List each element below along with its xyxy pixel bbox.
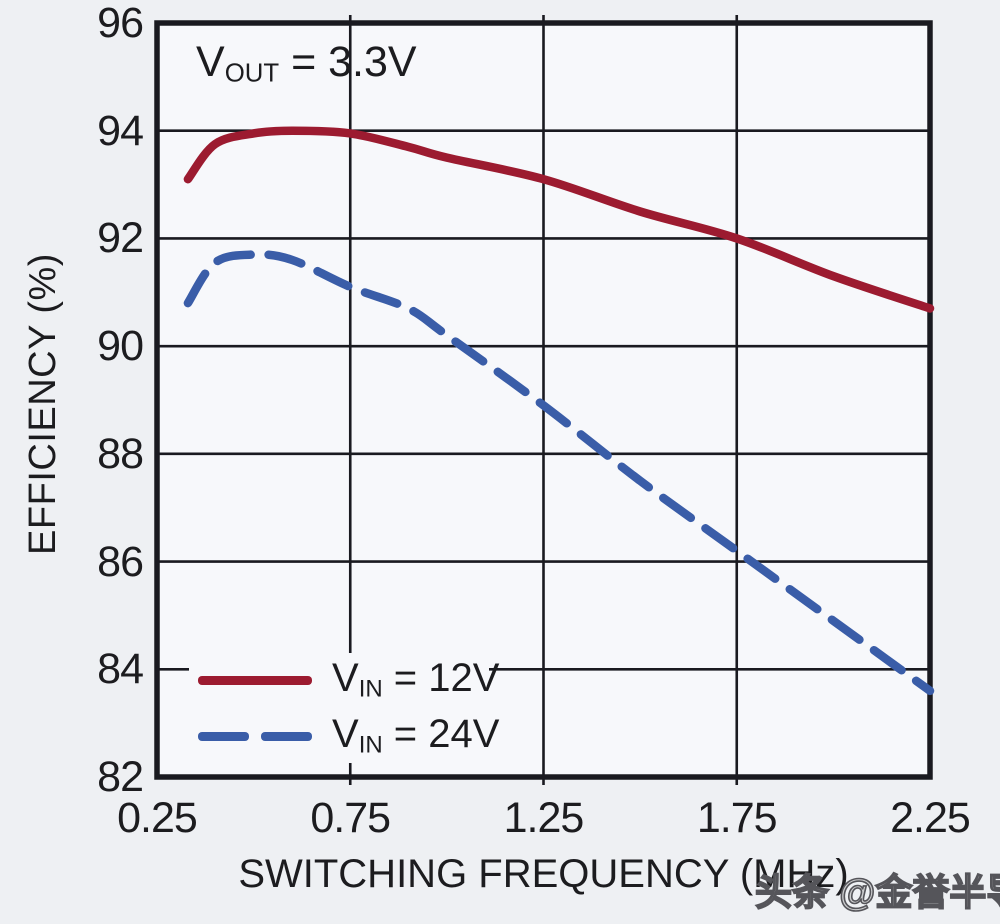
legend-item-12v: VIN = 12V: [189, 656, 499, 703]
legend-label-12v-base: V: [332, 656, 359, 701]
x-axis-title: SWITCHING FREQUENCY (MHz): [238, 852, 849, 896]
legend-line-24v-swatch: [198, 731, 312, 741]
solid-line-icon: [198, 675, 312, 685]
vout-annotation-base: V: [196, 38, 225, 86]
dash-segment-icon: [261, 731, 312, 741]
y-tick-label: 92: [97, 214, 144, 263]
x-tick-label: 0.75: [310, 794, 391, 842]
y-tick-label: 82: [97, 753, 144, 801]
legend-label-24v-sub: IN: [358, 731, 383, 759]
vout-annotation: VOUT = 3.3V: [196, 38, 417, 89]
y-tick-label: 90: [97, 322, 144, 371]
y-tick-label: 94: [97, 106, 144, 155]
y-tick-label: 88: [97, 429, 144, 478]
legend-label-24v-rest: = 24V: [382, 712, 500, 757]
legend-label-12v-rest: = 12V: [382, 656, 500, 701]
x-tick-label: 0.25: [117, 794, 198, 842]
x-tick-label: 2.25: [890, 794, 971, 842]
watermark: 头条 @金誉半导体: [754, 871, 1000, 914]
legend-label-24v: VIN = 24V: [332, 712, 499, 759]
curve-12v: [183, 126, 935, 313]
legend-label-12v: VIN = 12V: [332, 656, 499, 703]
x-tick-label: 1.25: [503, 794, 585, 842]
legend-item-24v: VIN = 24V: [189, 712, 499, 759]
plot-area: [154, 15, 935, 785]
dash-segment-icon: [198, 731, 249, 741]
vout-annotation-sub: OUT: [224, 59, 280, 88]
y-tick-label: 86: [97, 537, 144, 586]
legend-label-12v-sub: IN: [358, 675, 383, 703]
legend-label-24v-base: V: [332, 712, 359, 757]
curve-24v: [183, 250, 935, 696]
y-tick-label: 96: [97, 0, 144, 47]
legend: VIN = 12V VIN = 24V: [189, 653, 499, 763]
legend-line-12v-swatch: [198, 675, 312, 685]
y-tick-label: 84: [97, 645, 144, 694]
vout-annotation-rest: = 3.3V: [279, 38, 417, 86]
x-tick-label: 1.75: [696, 794, 778, 842]
